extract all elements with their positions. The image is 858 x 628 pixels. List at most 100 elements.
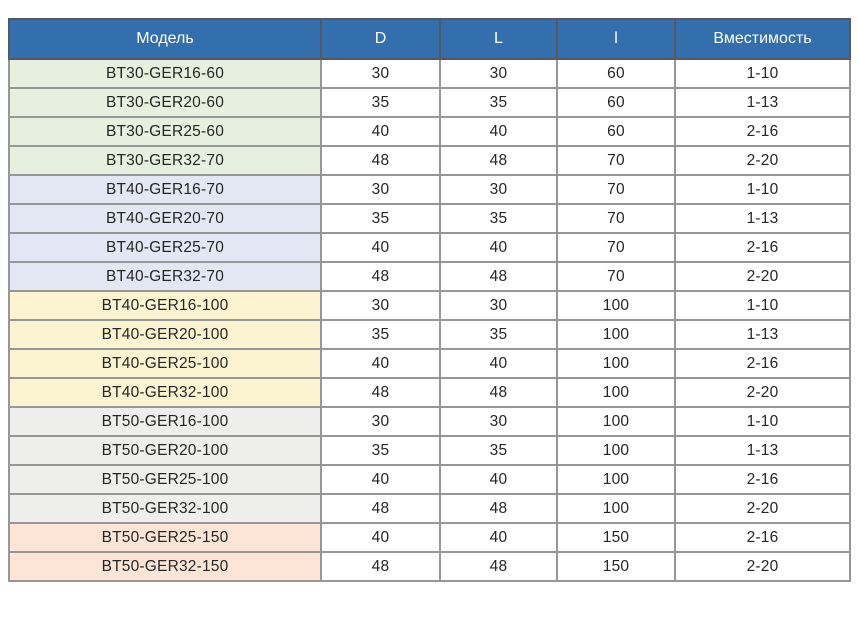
d-cell: 48: [320, 493, 441, 524]
model-cell: BT40-GER20-100: [8, 319, 322, 350]
model-cell: BT30-GER25-60: [8, 116, 322, 147]
model-cell: BT40-GER20-70: [8, 203, 322, 234]
table-row: BT30-GER20-60 35 35 60 1-13: [8, 87, 851, 118]
table-row: BT30-GER25-60 40 40 60 2-16: [8, 116, 851, 147]
table-row: BT40-GER16-70 30 30 70 1-10: [8, 174, 851, 205]
l_upper-cell: 48: [439, 261, 558, 292]
l_lower-cell: 100: [556, 435, 676, 466]
model-cell: BT40-GER16-70: [8, 174, 322, 205]
model-cell: BT50-GER25-100: [8, 464, 322, 495]
l_upper-cell: 35: [439, 203, 558, 234]
l_upper-cell: 48: [439, 377, 558, 408]
table-row: BT50-GER25-100 40 40 100 2-16: [8, 464, 851, 495]
d-cell: 35: [320, 87, 441, 118]
l_upper-cell: 40: [439, 464, 558, 495]
table-row: BT40-GER32-70 48 48 70 2-20: [8, 261, 851, 292]
table-row: BT50-GER32-150 48 48 150 2-20: [8, 551, 851, 582]
model-cell: BT40-GER25-100: [8, 348, 322, 379]
d-cell: 35: [320, 435, 441, 466]
model-cell: BT30-GER32-70: [8, 145, 322, 176]
table-row: BT30-GER32-70 48 48 70 2-20: [8, 145, 851, 176]
l_upper-cell: 30: [439, 290, 558, 321]
column-header-l_lower: l: [556, 18, 676, 60]
d-cell: 30: [320, 174, 441, 205]
l_lower-cell: 150: [556, 522, 676, 553]
l_lower-cell: 70: [556, 174, 676, 205]
table-row: BT40-GER20-70 35 35 70 1-13: [8, 203, 851, 234]
model-cell: BT50-GER32-150: [8, 551, 322, 582]
l_upper-cell: 30: [439, 58, 558, 89]
l_lower-cell: 60: [556, 58, 676, 89]
capacity-cell: 1-13: [674, 203, 851, 234]
d-cell: 35: [320, 203, 441, 234]
model-cell: BT30-GER16-60: [8, 58, 322, 89]
table-row: BT50-GER32-100 48 48 100 2-20: [8, 493, 851, 524]
l_lower-cell: 100: [556, 493, 676, 524]
model-cell: BT40-GER32-100: [8, 377, 322, 408]
l_upper-cell: 35: [439, 435, 558, 466]
l_lower-cell: 100: [556, 290, 676, 321]
model-cell: BT40-GER25-70: [8, 232, 322, 263]
model-cell: BT40-GER32-70: [8, 261, 322, 292]
d-cell: 48: [320, 551, 441, 582]
l_lower-cell: 100: [556, 348, 676, 379]
d-cell: 30: [320, 406, 441, 437]
l_lower-cell: 100: [556, 377, 676, 408]
l_upper-cell: 48: [439, 551, 558, 582]
d-cell: 40: [320, 464, 441, 495]
l_upper-cell: 30: [439, 406, 558, 437]
table-row: BT40-GER20-100 35 35 100 1-13: [8, 319, 851, 350]
d-cell: 35: [320, 319, 441, 350]
d-cell: 48: [320, 261, 441, 292]
table-row: BT50-GER16-100 30 30 100 1-10: [8, 406, 851, 437]
d-cell: 40: [320, 348, 441, 379]
capacity-cell: 1-10: [674, 406, 851, 437]
column-header-capacity: Вместимость: [674, 18, 851, 60]
l_upper-cell: 40: [439, 232, 558, 263]
l_lower-cell: 70: [556, 145, 676, 176]
capacity-cell: 1-13: [674, 319, 851, 350]
d-cell: 30: [320, 290, 441, 321]
capacity-cell: 1-10: [674, 174, 851, 205]
column-header-model: Модель: [8, 18, 322, 60]
l_upper-cell: 35: [439, 319, 558, 350]
capacity-cell: 2-16: [674, 464, 851, 495]
model-cell: BT50-GER32-100: [8, 493, 322, 524]
l_lower-cell: 70: [556, 261, 676, 292]
l_lower-cell: 70: [556, 203, 676, 234]
table-row: BT30-GER16-60 30 30 60 1-10: [8, 58, 851, 89]
column-header-l_upper: L: [439, 18, 558, 60]
table-row: BT40-GER32-100 48 48 100 2-20: [8, 377, 851, 408]
l_lower-cell: 60: [556, 116, 676, 147]
model-cell: BT50-GER25-150: [8, 522, 322, 553]
l_upper-cell: 30: [439, 174, 558, 205]
capacity-cell: 1-10: [674, 58, 851, 89]
model-cell: BT30-GER20-60: [8, 87, 322, 118]
table-row: BT40-GER25-70 40 40 70 2-16: [8, 232, 851, 263]
table-row: BT40-GER25-100 40 40 100 2-16: [8, 348, 851, 379]
capacity-cell: 2-16: [674, 348, 851, 379]
d-cell: 48: [320, 145, 441, 176]
table-row: BT40-GER16-100 30 30 100 1-10: [8, 290, 851, 321]
model-cell: BT40-GER16-100: [8, 290, 322, 321]
capacity-cell: 1-10: [674, 290, 851, 321]
column-header-d: D: [320, 18, 441, 60]
capacity-cell: 2-16: [674, 232, 851, 263]
table-row: BT50-GER20-100 35 35 100 1-13: [8, 435, 851, 466]
capacity-cell: 1-13: [674, 435, 851, 466]
capacity-cell: 2-16: [674, 116, 851, 147]
l_lower-cell: 100: [556, 319, 676, 350]
l_upper-cell: 48: [439, 493, 558, 524]
capacity-cell: 1-13: [674, 87, 851, 118]
d-cell: 48: [320, 377, 441, 408]
l_lower-cell: 100: [556, 464, 676, 495]
d-cell: 40: [320, 116, 441, 147]
capacity-cell: 2-20: [674, 145, 851, 176]
l_upper-cell: 35: [439, 87, 558, 118]
capacity-cell: 2-20: [674, 377, 851, 408]
table-row: BT50-GER25-150 40 40 150 2-16: [8, 522, 851, 553]
d-cell: 30: [320, 58, 441, 89]
